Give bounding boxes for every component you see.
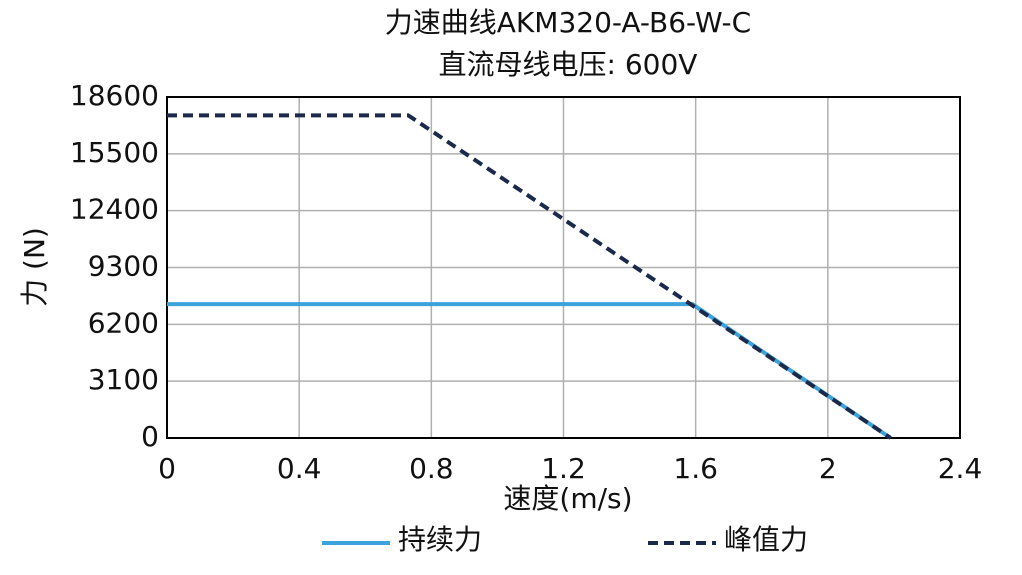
y-tick-label: 0 [141, 420, 159, 453]
y-tick-label: 12400 [70, 193, 159, 226]
series-line [167, 113, 892, 440]
chart-subtitle: 直流母线电压: 600V [439, 48, 698, 81]
plot-frame [166, 96, 961, 439]
x-tick-label: 0 [158, 452, 176, 485]
x-tick-label: 0.4 [277, 452, 322, 485]
x-tick-label: 2 [819, 452, 837, 485]
x-tick-label: 1.6 [673, 452, 718, 485]
y-axis-label: 力 (N) [18, 227, 51, 307]
y-tick-label: 15500 [70, 136, 159, 169]
y-tick-label: 18600 [70, 79, 159, 112]
chart-title: 力速曲线AKM320-A-B6-W-C [385, 6, 751, 39]
x-tick-label: 2.4 [938, 452, 983, 485]
x-axis-label: 速度(m/s) [503, 482, 632, 515]
y-tick-label: 9300 [88, 250, 159, 283]
legend-label: 持续力 [398, 523, 482, 556]
y-tick-label: 3100 [88, 363, 159, 396]
legend-label: 峰值力 [724, 523, 808, 556]
x-tick-label: 0.8 [409, 452, 454, 485]
y-tick-label: 6200 [88, 306, 159, 339]
x-tick-label: 1.2 [541, 452, 586, 485]
